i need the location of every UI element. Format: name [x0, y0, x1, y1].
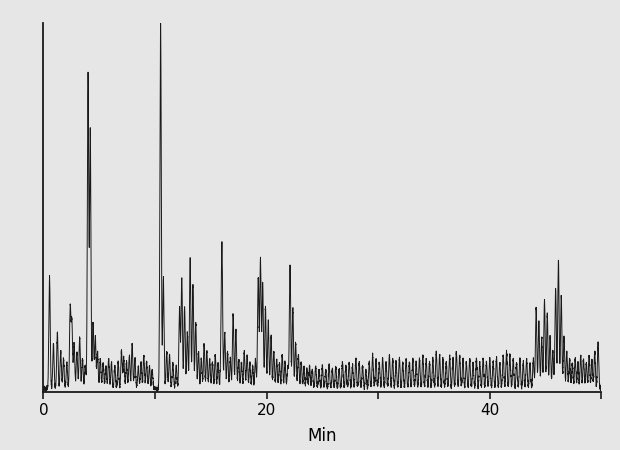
X-axis label: Min: Min: [308, 427, 337, 445]
